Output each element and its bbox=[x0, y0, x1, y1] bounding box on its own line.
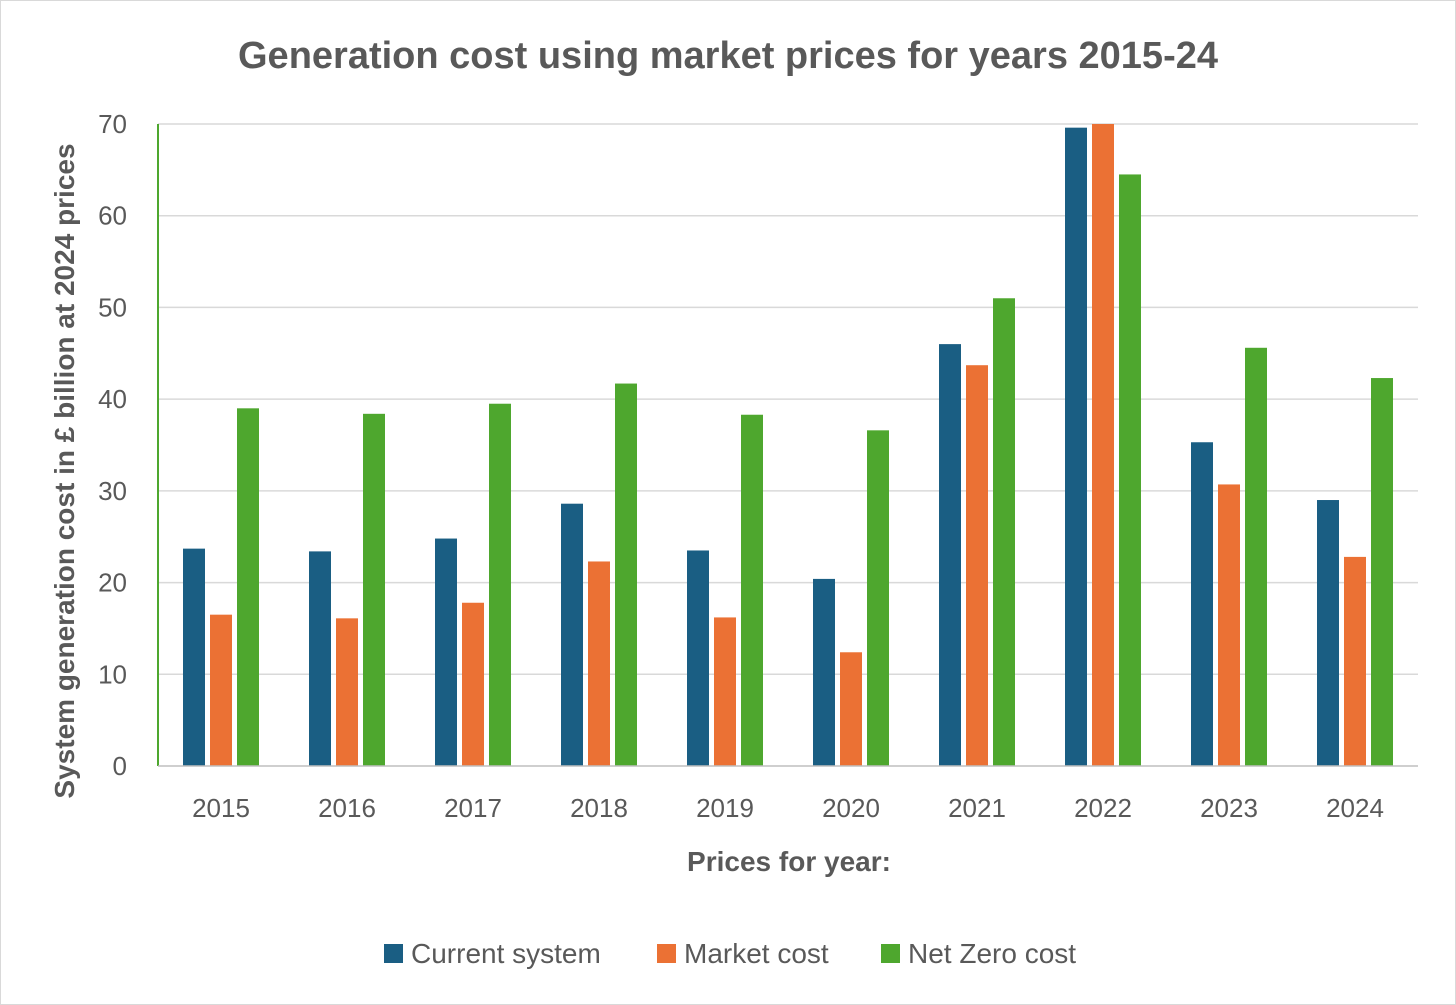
bar-current-system-2015 bbox=[183, 548, 205, 766]
x-tick-label: 2017 bbox=[444, 793, 502, 823]
bar-net-zero-cost-2016 bbox=[363, 413, 385, 766]
bar-current-system-2019 bbox=[687, 550, 709, 766]
bar-net-zero-cost-2022 bbox=[1119, 174, 1141, 766]
bar-market-cost-2017 bbox=[462, 602, 484, 766]
bar-net-zero-cost-2019 bbox=[741, 414, 763, 766]
bar-current-system-2018 bbox=[561, 503, 583, 766]
x-tick-label: 2018 bbox=[570, 793, 628, 823]
legend-label: Current system bbox=[411, 938, 601, 969]
bar-market-cost-2022 bbox=[1092, 124, 1114, 766]
x-axis-title: Prices for year: bbox=[687, 846, 891, 877]
chart-title: Generation cost using market prices for … bbox=[238, 35, 1218, 77]
bar-net-zero-cost-2020 bbox=[867, 430, 889, 766]
y-axis-title: System generation cost in £ billion at 2… bbox=[49, 143, 80, 798]
legend-swatch bbox=[657, 944, 676, 963]
bar-net-zero-cost-2018 bbox=[615, 383, 637, 766]
legend-item: Net Zero cost bbox=[881, 938, 1076, 969]
y-tick-label: 0 bbox=[113, 751, 127, 781]
x-tick-label: 2016 bbox=[318, 793, 376, 823]
legend-item: Current system bbox=[384, 938, 601, 969]
bar-net-zero-cost-2024 bbox=[1371, 378, 1393, 766]
y-tick-label: 70 bbox=[98, 109, 127, 139]
bar-market-cost-2023 bbox=[1218, 484, 1240, 766]
bar-net-zero-cost-2017 bbox=[489, 403, 511, 766]
x-tick-labels: 2015 2016 2017 2018 2019 2020 2021 2022 2023 2024 bbox=[192, 793, 1384, 823]
bar-market-cost-2021 bbox=[966, 365, 988, 766]
legend-swatch bbox=[384, 944, 403, 963]
bar-current-system-2017 bbox=[435, 538, 457, 766]
y-tick-label: 40 bbox=[98, 384, 127, 414]
bar-current-system-2016 bbox=[309, 551, 331, 766]
bar-market-cost-2015 bbox=[210, 614, 232, 766]
bar-market-cost-2024 bbox=[1344, 556, 1366, 766]
x-tick-label: 2021 bbox=[948, 793, 1006, 823]
legend: Current system Market cost Net Zero cost bbox=[384, 938, 1076, 969]
bar-market-cost-2020 bbox=[840, 652, 862, 766]
x-tick-label: 2019 bbox=[696, 793, 754, 823]
y-tick-label: 30 bbox=[98, 476, 127, 506]
bar-net-zero-cost-2021 bbox=[993, 298, 1015, 766]
bar-market-cost-2019 bbox=[714, 617, 736, 766]
bar-current-system-2023 bbox=[1191, 442, 1213, 766]
bar-current-system-2022 bbox=[1065, 127, 1087, 766]
legend-label: Market cost bbox=[684, 938, 829, 969]
y-tick-label: 10 bbox=[98, 659, 127, 689]
bar-current-system-2020 bbox=[813, 578, 835, 766]
x-tick-label: 2020 bbox=[822, 793, 880, 823]
bar-market-cost-2018 bbox=[588, 561, 610, 766]
legend-label: Net Zero cost bbox=[908, 938, 1076, 969]
x-tick-label: 2023 bbox=[1200, 793, 1258, 823]
x-tick-label: 2024 bbox=[1326, 793, 1384, 823]
bar-net-zero-cost-2023 bbox=[1245, 347, 1267, 766]
bar-market-cost-2016 bbox=[336, 618, 358, 766]
y-tick-label: 60 bbox=[98, 201, 127, 231]
y-tick-label: 50 bbox=[98, 292, 127, 322]
y-tick-label: 20 bbox=[98, 568, 127, 598]
x-tick-label: 2015 bbox=[192, 793, 250, 823]
x-tick-label: 2022 bbox=[1074, 793, 1132, 823]
bar-net-zero-cost-2015 bbox=[237, 408, 259, 766]
bars bbox=[183, 124, 1393, 766]
legend-swatch bbox=[881, 944, 900, 963]
bar-current-system-2024 bbox=[1317, 500, 1339, 766]
y-tick-labels: 0 10 20 30 40 50 60 70 bbox=[98, 109, 127, 781]
legend-item: Market cost bbox=[657, 938, 829, 969]
bar-current-system-2021 bbox=[939, 344, 961, 766]
